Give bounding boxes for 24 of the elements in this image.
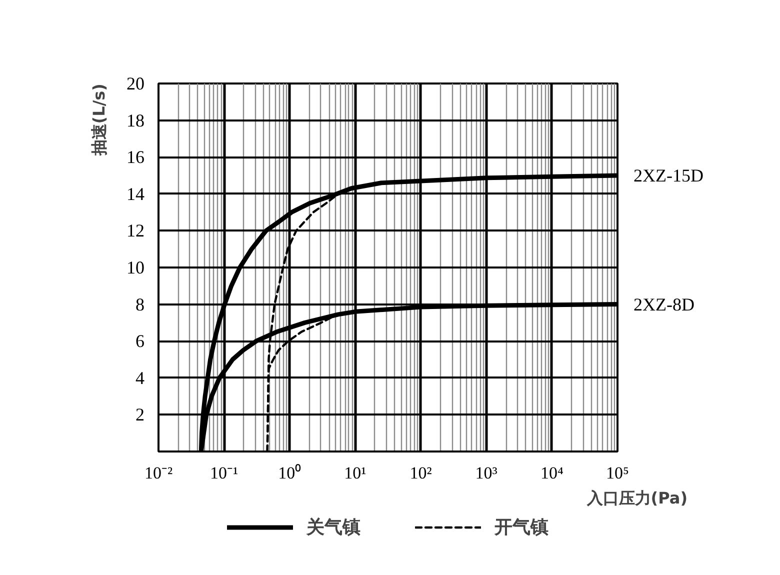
y-tick-label: 2 [136,404,144,425]
x-tick-label: 10⁻¹ [210,464,238,482]
x-axis-title: 入口压力(Pa) [586,488,688,508]
legend-label: 关气镇 [306,516,360,539]
y-tick-label: 12 [126,220,144,241]
x-tick-label: 10³ [475,464,498,482]
y-axis-title: 抽速(L/s) [90,84,108,157]
x-tick-label: 10⁰ [278,464,302,482]
annotation: 2XZ-15D [634,166,704,186]
y-tick-label: 14 [126,184,144,204]
annotation: 2XZ-8D [634,294,694,314]
x-tick-label: 10⁵ [606,464,630,482]
x-tick-label: 10² [410,464,432,482]
y-tick-label: 20 [126,74,144,94]
y-tick-label: 6 [136,331,144,352]
legend-label: 开气镇 [494,516,548,539]
x-tick-label: 10¹ [344,464,366,482]
y-tick-label: 18 [126,110,144,130]
y-tick-label: 10 [126,258,144,278]
x-tick-label: 10⁻² [144,464,173,482]
y-tick-label: 8 [136,294,144,314]
y-tick-label: 4 [136,368,144,388]
y-tick-label: 16 [126,147,144,168]
x-tick-label: 10⁴ [540,464,564,482]
